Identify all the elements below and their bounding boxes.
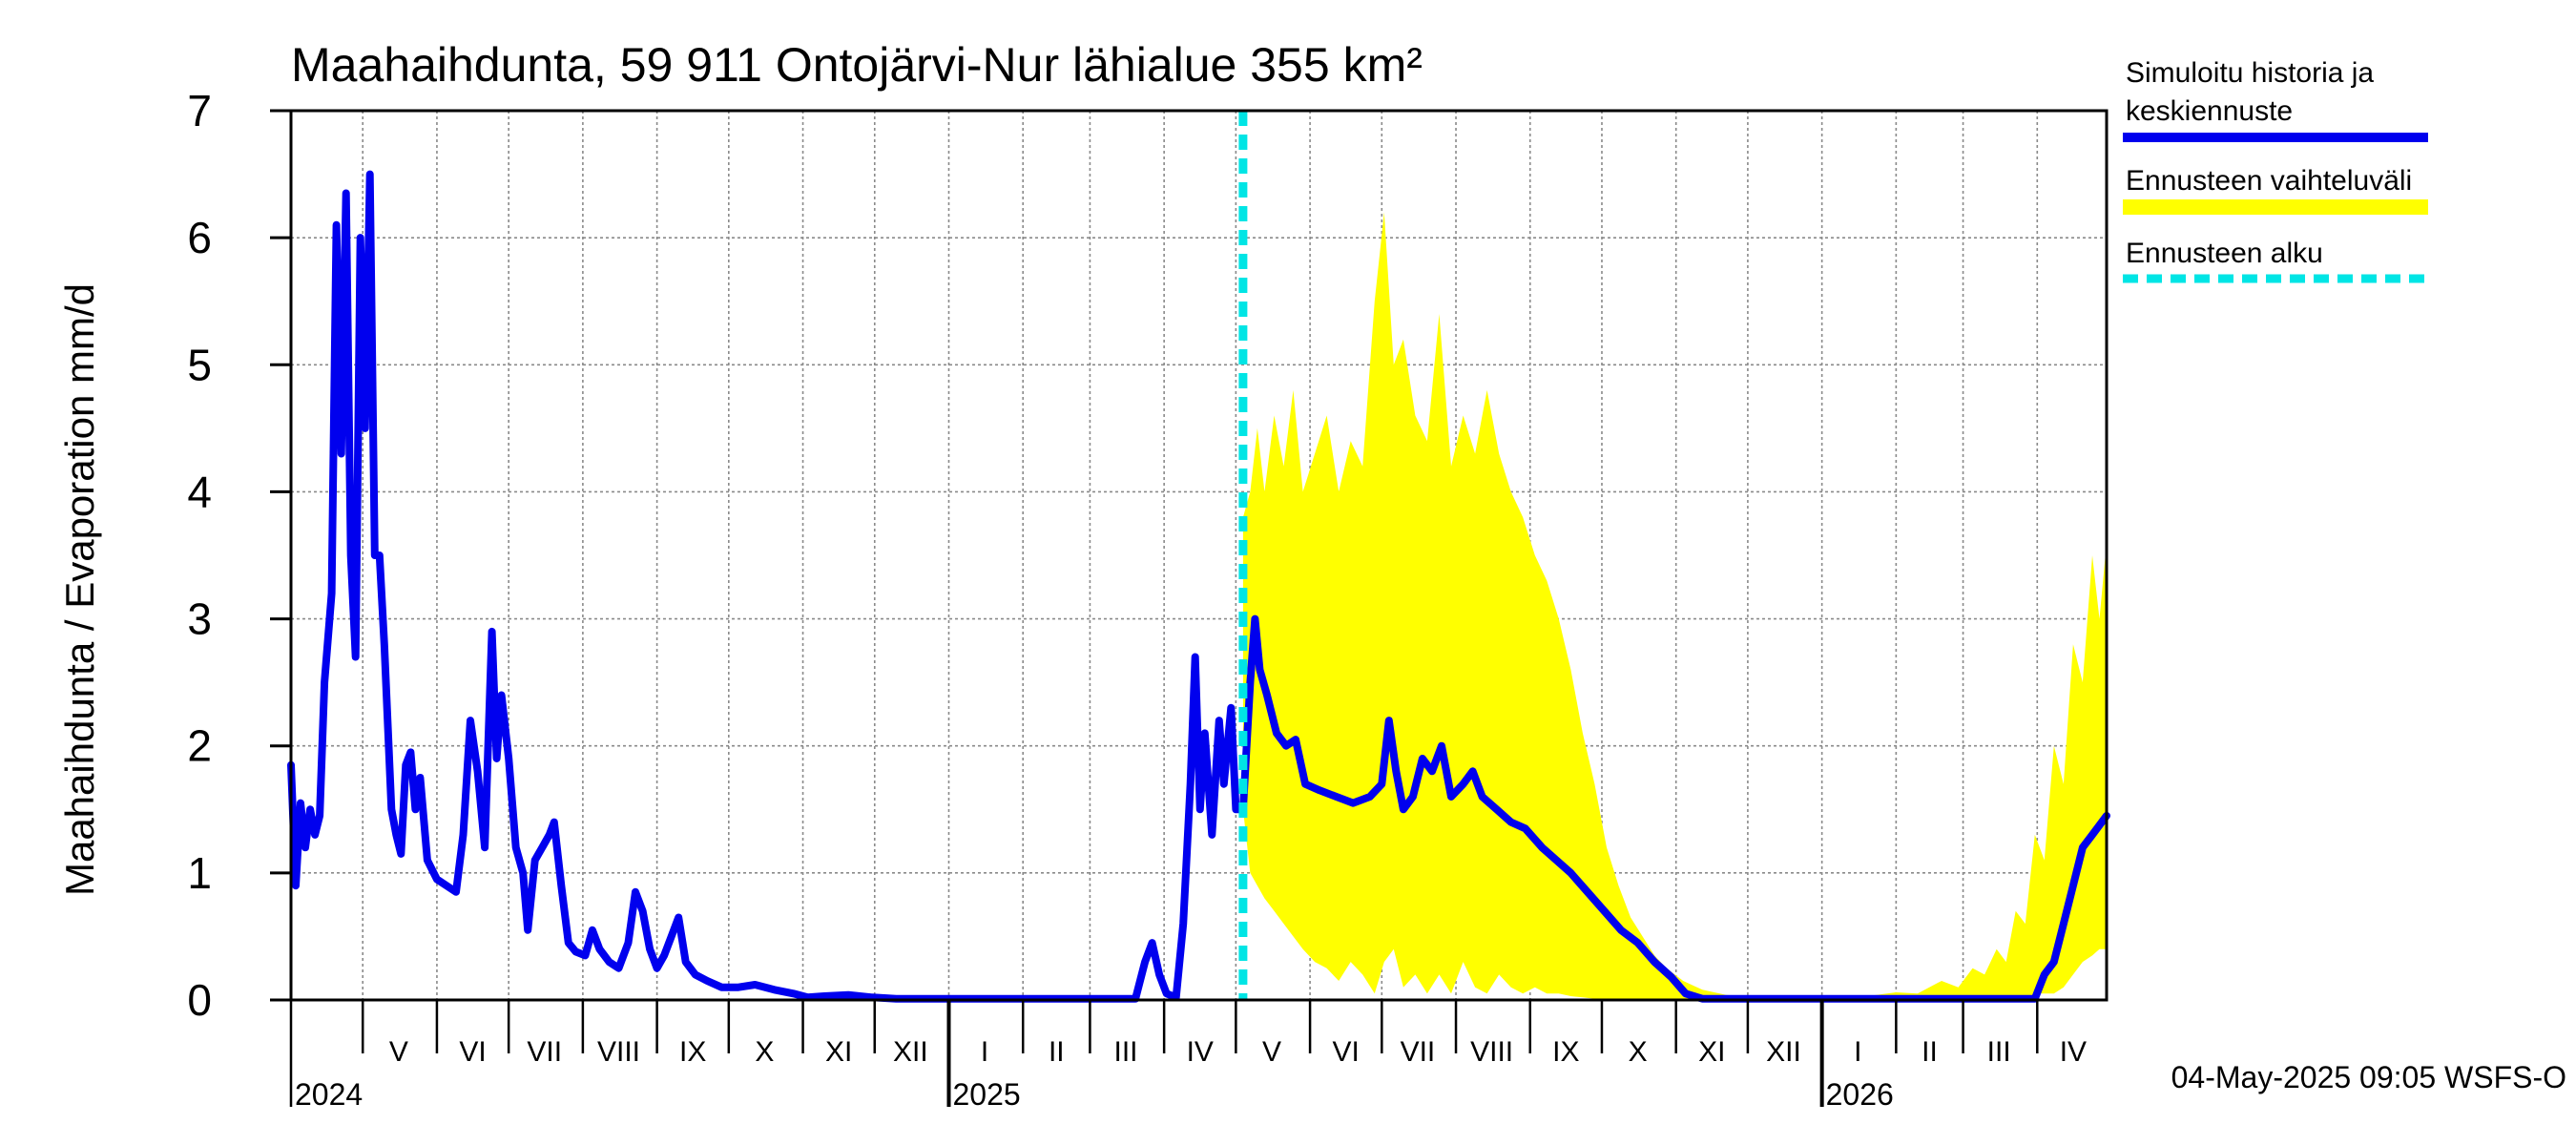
forecast-range-area [1242,212,2107,999]
y-tick-label: 7 [187,86,212,135]
x-month-label: XI [825,1036,852,1068]
x-month-label: XI [1698,1036,1725,1068]
legend-label-simulated-line1: Simuloitu historia ja [2126,57,2374,89]
x-month-label: XII [893,1036,928,1068]
chart-title: Maahaihdunta, 59 911 Ontojärvi-Nur lähia… [291,38,1423,92]
x-month-label: V [1262,1036,1281,1068]
legend-label-simulated-line2: keskiennuste [2126,95,2293,127]
x-month-label: V [389,1036,408,1068]
x-month-label: I [981,1036,988,1068]
x-month-label: XII [1766,1036,1801,1068]
x-month-label: VII [1401,1036,1436,1068]
plot-border [289,109,2109,1002]
y-tick-label: 1 [187,848,212,898]
x-month-label: X [755,1036,774,1068]
legend-label-range: Ennusteen vaihteluväli [2126,165,2412,197]
x-month-label: IV [2060,1036,2087,1068]
x-month-label: IV [1187,1036,1214,1068]
x-month-label: III [1114,1036,1138,1068]
legend-label-forecast-start: Ennusteen alku [2126,238,2323,269]
x-month-label: VIII [597,1036,640,1068]
x-month-label: III [1987,1036,2011,1068]
y-tick-label: 3 [187,594,212,644]
x-month-label: VI [1333,1036,1360,1068]
legend: Simuloitu historia ja keskiennuste Ennus… [2123,57,2428,283]
y-ticks: 0 1 2 3 4 5 6 7 [187,86,291,1025]
x-month-label: IX [679,1036,706,1068]
forecast-range-band [1242,212,2107,999]
y-tick-label: 2 [187,721,212,771]
y-tick-label: 6 [187,213,212,262]
y-tick-label: 4 [187,467,212,516]
x-month-label: II [1049,1036,1065,1068]
y-axis-label: Maahaihdunta / Evaporation mm/d [57,283,102,896]
x-month-label: VIII [1470,1036,1513,1068]
x-month-label: IX [1552,1036,1579,1068]
simulated-series-line [287,170,2110,1003]
x-year-label: 2025 [952,1077,1020,1112]
x-month-label: II [1922,1036,1938,1068]
simulated-line-group [287,170,2110,1003]
x-month-label: VI [459,1036,486,1068]
footer-timestamp: 04-May-2025 09:05 WSFS-O [2171,1060,2566,1094]
grid [291,111,2107,1000]
y-tick-label: 5 [187,340,212,389]
x-year-label: 2026 [1826,1077,1894,1112]
x-year-label: 2024 [295,1077,363,1112]
plot-frame [289,109,2109,1002]
y-tick-label: 0 [187,975,212,1025]
x-month-label: VII [527,1036,562,1068]
x-axis: V VI VII VIII IX X XI XII I II III IV V VI VII VIII IX X X… [289,1000,2087,1112]
x-month-label: I [1854,1036,1861,1068]
x-month-label: X [1629,1036,1648,1068]
